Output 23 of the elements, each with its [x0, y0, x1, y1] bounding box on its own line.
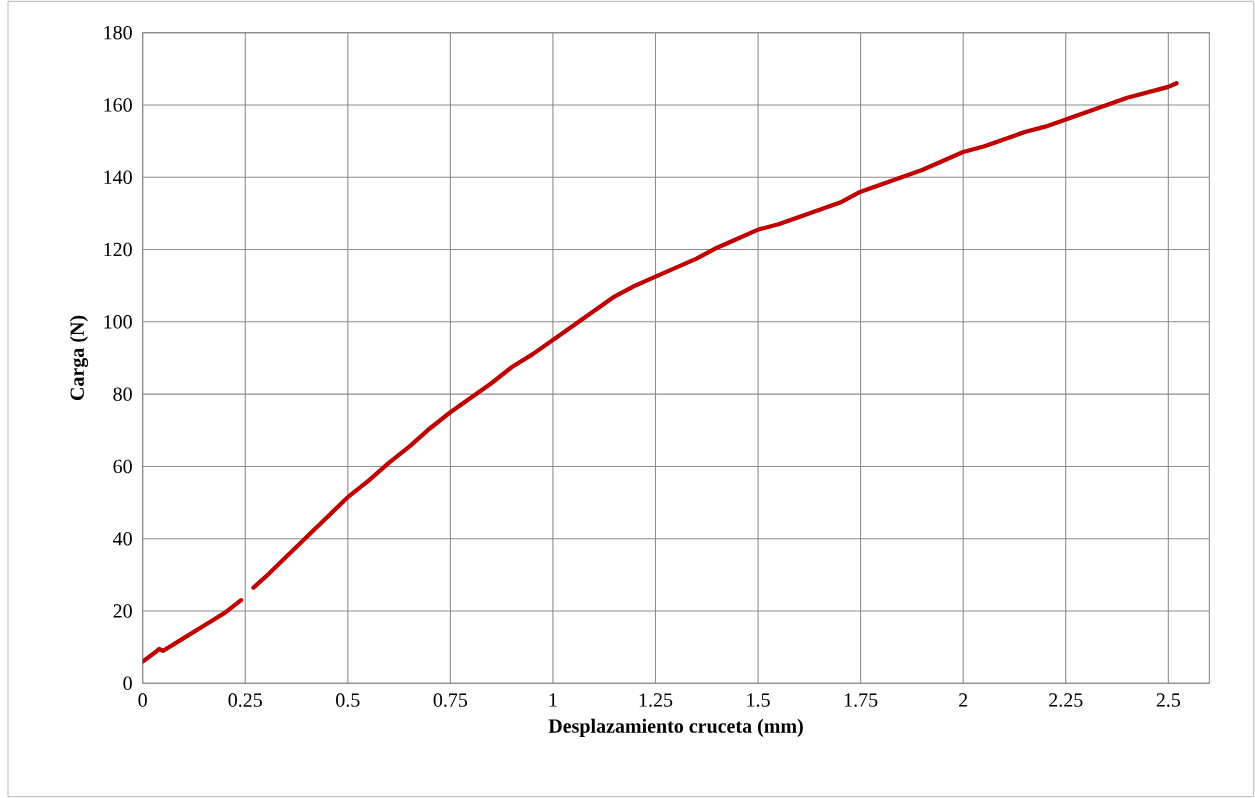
y-axis-title: Carga (N) [69, 315, 89, 401]
y-tick-label: 140 [104, 170, 132, 184]
x-tick-label: 0.5 [336, 693, 360, 707]
y-tick-label: 120 [104, 242, 132, 257]
y-tick-label: 80 [113, 387, 132, 401]
y-tick-label: 100 [104, 315, 132, 329]
y-tick-label: 0 [123, 676, 132, 691]
y-tick-label: 40 [113, 531, 132, 546]
y-tick-label: 160 [104, 98, 132, 112]
x-tick-label: 0 [138, 693, 147, 707]
y-tick-label: 20 [113, 604, 132, 618]
x-tick-label: 2.25 [1049, 693, 1083, 707]
y-tick-label: 180 [104, 25, 132, 40]
x-tick-label: 1 [549, 693, 557, 707]
x-tick-label: 2.5 [1156, 693, 1181, 707]
x-tick-label: 1.75 [844, 693, 878, 707]
y-tick-label: 60 [113, 459, 132, 474]
x-tick-label: 0.75 [433, 693, 468, 707]
x-tick-label: 1.5 [747, 693, 770, 707]
x-axis-title: Desplazamiento cruceta (mm) [548, 718, 803, 737]
x-tick-label: 1.25 [639, 693, 673, 707]
x-tick-label: 2 [959, 693, 968, 707]
x-tick-label: 0.25 [228, 693, 262, 707]
